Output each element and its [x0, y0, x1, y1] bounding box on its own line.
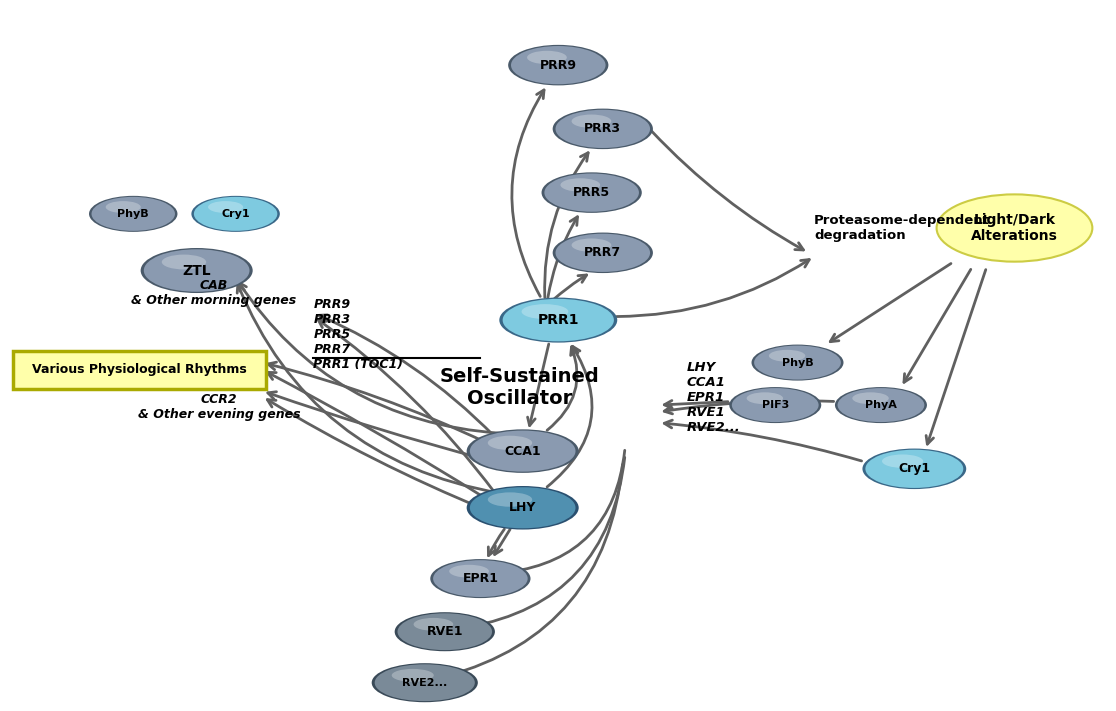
- Ellipse shape: [470, 487, 576, 528]
- Ellipse shape: [144, 250, 250, 292]
- Ellipse shape: [470, 431, 576, 471]
- Ellipse shape: [754, 346, 840, 380]
- Text: PRR9: PRR9: [540, 58, 577, 72]
- Ellipse shape: [414, 618, 453, 631]
- Ellipse shape: [194, 197, 278, 231]
- Text: Proteasome-dependent
degradation: Proteasome-dependent degradation: [815, 214, 990, 242]
- Ellipse shape: [838, 388, 924, 422]
- Ellipse shape: [395, 612, 494, 651]
- Ellipse shape: [747, 392, 783, 405]
- Ellipse shape: [571, 114, 612, 128]
- Ellipse shape: [863, 449, 966, 489]
- Ellipse shape: [499, 298, 617, 343]
- Ellipse shape: [882, 454, 923, 468]
- Ellipse shape: [545, 173, 639, 212]
- Ellipse shape: [392, 669, 434, 682]
- Text: PRR9
PRR3
PRR5
PRR7
PRR1 (TOC1): PRR9 PRR3 PRR5 PRR7 PRR1 (TOC1): [314, 298, 404, 370]
- Text: LHY: LHY: [509, 501, 537, 514]
- Ellipse shape: [141, 248, 252, 293]
- Text: PhyA: PhyA: [865, 400, 897, 410]
- Ellipse shape: [106, 201, 141, 213]
- FancyBboxPatch shape: [13, 351, 266, 389]
- Text: LHY
CCA1
EPR1
RVE1
RVE2...: LHY CCA1 EPR1 RVE1 RVE2...: [686, 361, 740, 434]
- Ellipse shape: [835, 387, 927, 423]
- Text: RVE2...: RVE2...: [402, 678, 448, 688]
- Ellipse shape: [397, 614, 492, 650]
- Ellipse shape: [527, 50, 567, 64]
- Ellipse shape: [552, 109, 653, 149]
- Ellipse shape: [865, 449, 963, 488]
- Ellipse shape: [751, 345, 844, 380]
- Ellipse shape: [162, 255, 206, 269]
- Ellipse shape: [508, 45, 608, 85]
- Ellipse shape: [433, 560, 528, 597]
- Text: EPR1: EPR1: [462, 572, 499, 585]
- Text: Cry1: Cry1: [898, 462, 931, 476]
- Text: PhyB: PhyB: [117, 209, 150, 219]
- Ellipse shape: [89, 196, 177, 232]
- Text: PRR1: PRR1: [538, 313, 579, 327]
- Text: RVE1: RVE1: [426, 625, 463, 638]
- Ellipse shape: [431, 559, 530, 598]
- Ellipse shape: [92, 197, 175, 231]
- Ellipse shape: [936, 194, 1093, 262]
- Ellipse shape: [571, 238, 612, 252]
- Ellipse shape: [466, 486, 579, 530]
- Ellipse shape: [552, 232, 653, 273]
- Ellipse shape: [208, 201, 243, 213]
- Text: Cry1: Cry1: [221, 209, 250, 219]
- Text: ZTL: ZTL: [182, 264, 211, 277]
- Text: PhyB: PhyB: [781, 358, 814, 368]
- Text: CCA1: CCA1: [504, 444, 541, 458]
- Ellipse shape: [560, 178, 600, 192]
- Text: PRR5: PRR5: [574, 186, 610, 199]
- Ellipse shape: [541, 172, 642, 213]
- Text: Light/Dark
Alterations: Light/Dark Alterations: [971, 213, 1058, 243]
- Text: PIF3: PIF3: [761, 400, 789, 410]
- Text: PRR3: PRR3: [585, 122, 622, 135]
- Ellipse shape: [449, 565, 489, 577]
- Ellipse shape: [556, 234, 651, 272]
- Ellipse shape: [488, 492, 532, 507]
- Ellipse shape: [375, 664, 474, 701]
- Text: CAB
& Other morning genes: CAB & Other morning genes: [131, 279, 296, 307]
- Ellipse shape: [511, 46, 606, 84]
- Ellipse shape: [769, 350, 806, 362]
- Ellipse shape: [732, 388, 819, 422]
- Text: Various Physiological Rhythms: Various Physiological Rhythms: [32, 363, 247, 376]
- Text: Self-Sustained
Oscillator: Self-Sustained Oscillator: [440, 367, 599, 408]
- Text: CCR2
& Other evening genes: CCR2 & Other evening genes: [137, 393, 300, 421]
- Text: PRR7: PRR7: [584, 246, 622, 260]
- Ellipse shape: [488, 436, 532, 450]
- Ellipse shape: [466, 429, 579, 473]
- Ellipse shape: [372, 663, 478, 702]
- Ellipse shape: [521, 304, 568, 319]
- Ellipse shape: [556, 109, 651, 148]
- Ellipse shape: [502, 299, 614, 341]
- Ellipse shape: [853, 392, 888, 405]
- Ellipse shape: [729, 387, 821, 423]
- Ellipse shape: [191, 196, 280, 232]
